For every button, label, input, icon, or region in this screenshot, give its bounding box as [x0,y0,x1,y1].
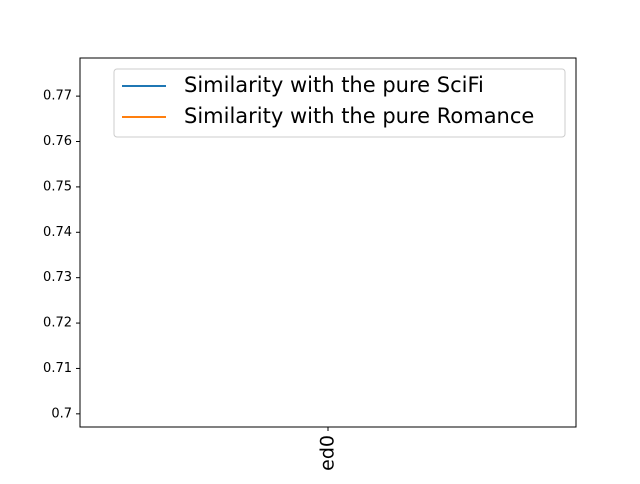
legend-label: Similarity with the pure Romance [184,104,534,128]
y-tick-label: 0.74 [43,225,72,240]
y-tick-label: 0.76 [43,134,72,149]
y-tick-label: 0.71 [43,361,72,376]
legend-label: Similarity with the pure SciFi [184,73,484,97]
y-tick-label: 0.73 [43,270,72,285]
y-tick-label: 0.77 [43,89,72,104]
y-tick-label: 0.7 [51,406,72,421]
plot-frame [79,57,577,428]
y-tick-label: 0.75 [43,179,72,194]
x-tick-label: ed0 [317,435,339,471]
y-tick-label: 0.72 [43,316,72,331]
legend-box [113,68,566,138]
